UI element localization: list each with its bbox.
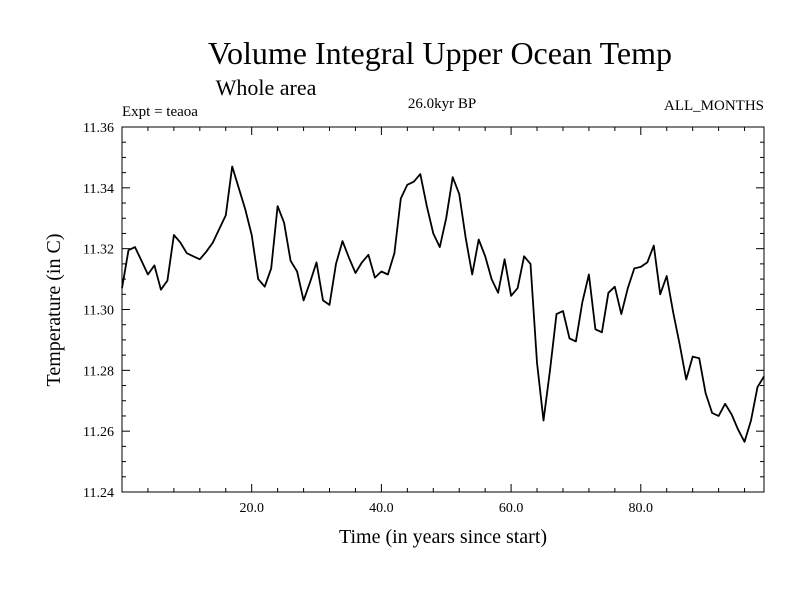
chart-title: Volume Integral Upper Ocean Temp <box>208 35 672 71</box>
y-axis-label: Temperature (in C) <box>43 234 65 387</box>
x-tick-label: 80.0 <box>629 501 654 516</box>
chart-subtitle: Whole area <box>216 75 317 100</box>
y-tick-label: 11.32 <box>83 243 114 258</box>
y-tick-labels: 11.24 11.26 11.28 11.30 11.32 11.34 11.36 <box>83 121 114 501</box>
x-axis-label: Time (in years since start) <box>339 526 547 548</box>
x-tick-label: 40.0 <box>369 501 394 516</box>
y-tick-label: 11.36 <box>83 121 114 136</box>
expt-label: Expt = teaoa <box>122 104 198 120</box>
temperature-series-line <box>121 165 765 443</box>
y-tick-label: 11.24 <box>83 486 114 501</box>
x-tick-labels: 20.0 40.0 60.0 80.0 <box>239 501 653 516</box>
y-tick-label: 11.30 <box>83 304 114 319</box>
y-tick-label: 11.26 <box>83 425 114 440</box>
months-label: ALL_MONTHS <box>664 98 764 114</box>
axis-ticks <box>122 127 764 492</box>
x-tick-label: 20.0 <box>239 501 264 516</box>
y-tick-label: 11.34 <box>83 182 114 197</box>
plot-frame <box>121 126 765 493</box>
period-label: 26.0kyr BP <box>408 96 476 112</box>
x-tick-label: 60.0 <box>499 501 524 516</box>
y-tick-label: 11.28 <box>83 364 114 379</box>
